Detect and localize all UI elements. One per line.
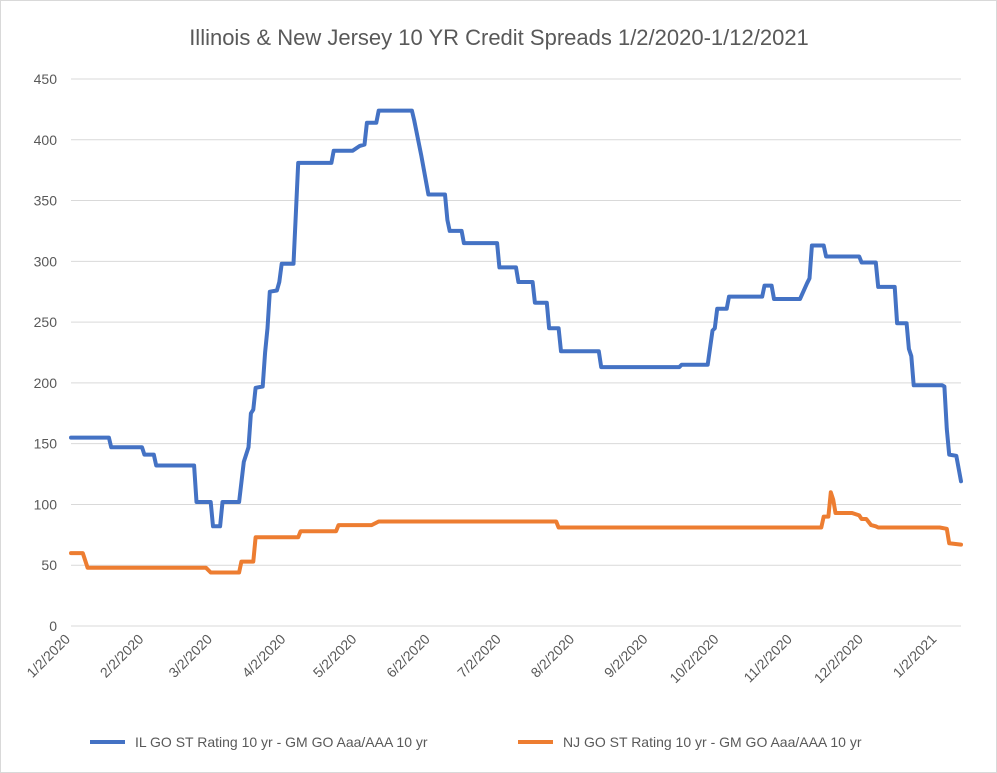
chart-title: Illinois & New Jersey 10 YR Credit Sprea… <box>189 25 809 50</box>
legend-item-nj: NJ GO ST Rating 10 yr - GM GO Aaa/AAA 10… <box>518 734 862 750</box>
y-tick-label: 100 <box>34 496 58 512</box>
y-tick-label: 450 <box>34 71 58 87</box>
series-line-nj <box>69 490 963 575</box>
x-tick-label: 2/2/2020 <box>97 631 147 681</box>
y-tick-label: 250 <box>34 314 58 330</box>
x-tick-label: 11/2/2020 <box>740 631 795 686</box>
x-tick-label: 6/2/2020 <box>383 631 433 681</box>
x-tick-label: 10/2/2020 <box>666 631 722 687</box>
legend-item-il: IL GO ST Rating 10 yr - GM GO Aaa/AAA 10… <box>90 734 428 750</box>
y-tick-label: 150 <box>34 436 58 452</box>
x-tick-label: 1/2/2021 <box>890 631 940 681</box>
y-tick-label: 300 <box>34 253 58 269</box>
y-tick-label: 200 <box>34 375 58 391</box>
gridlines <box>71 78 961 627</box>
x-tick-label: 7/2/2020 <box>454 631 504 681</box>
series-line-il <box>69 108 963 529</box>
x-axis-tick-labels: 1/2/2020 2/2/2020 3/2/2020 4/2/2020 5/2/2020… <box>23 631 939 687</box>
y-tick-label: 0 <box>49 618 57 634</box>
x-tick-label: 12/2/2020 <box>811 631 867 687</box>
y-axis-tick-labels: 0 50 100 150 200 250 300 350 400 450 <box>34 71 58 634</box>
x-tick-label: 8/2/2020 <box>527 631 577 681</box>
legend-label-il: IL GO ST Rating 10 yr - GM GO Aaa/AAA 10… <box>135 734 428 750</box>
x-tick-label: 9/2/2020 <box>601 631 651 681</box>
series-lines <box>69 108 963 575</box>
y-tick-label: 400 <box>34 132 58 148</box>
x-tick-label: 1/2/2020 <box>23 631 73 681</box>
x-tick-label: 4/2/2020 <box>239 631 289 681</box>
legend-label-nj: NJ GO ST Rating 10 yr - GM GO Aaa/AAA 10… <box>563 734 862 750</box>
x-tick-label: 5/2/2020 <box>310 631 360 681</box>
y-tick-label: 50 <box>41 557 57 573</box>
legend: IL GO ST Rating 10 yr - GM GO Aaa/AAA 10… <box>90 734 862 750</box>
x-tick-label: 3/2/2020 <box>165 631 215 681</box>
y-tick-label: 350 <box>34 193 58 209</box>
